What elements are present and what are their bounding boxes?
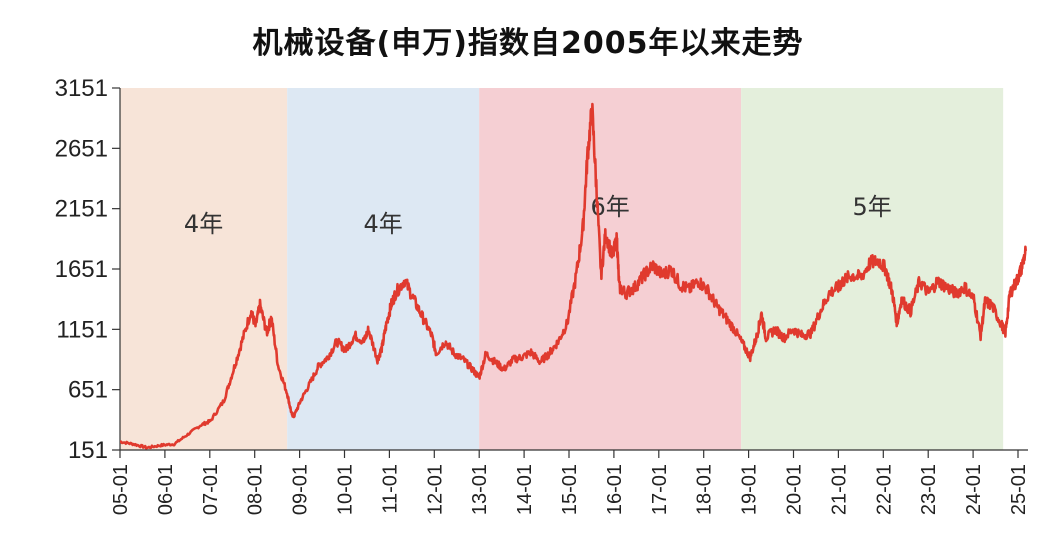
x-tick-label: 07-01 [200,464,222,515]
x-tick-label: 12-01 [424,464,446,515]
y-tick-label: 2651 [55,135,108,162]
period-band [120,88,288,450]
period-band [287,88,480,450]
x-tick-labels: 05-01 06-01 07-01 08-01 09-01 10-01 11-01 12-01… [110,464,1030,515]
x-tick-label: 21-01 [828,464,850,515]
y-tick-label: 3151 [55,75,108,102]
x-tick-label: 09-01 [290,464,312,515]
x-tick-label: 19-01 [739,464,761,515]
period-label: 4年 [363,210,402,238]
x-tick-label: 23-01 [918,464,940,515]
period-label: 4年 [184,210,223,238]
x-tick-label: 25-01 [1008,464,1030,515]
x-tick-label: 17-01 [649,464,671,515]
series-line [119,102,1027,450]
x-tick-label: 06-01 [155,464,177,515]
x-tick-label: 14-01 [514,464,536,515]
x-tick-label: 24-01 [963,464,985,515]
y-tick-label: 151 [68,437,108,464]
chart-title: 机械设备(申万)指数自2005年以来走势 [252,26,804,61]
y-tick-label: 1651 [55,256,108,283]
x-tick-label: 05-01 [110,464,132,515]
x-tick-label: 13-01 [469,464,491,515]
x-tick-label: 10-01 [335,464,357,515]
x-tick-label: 22-01 [873,464,895,515]
period-label: 5年 [853,193,892,221]
period-band [479,88,742,450]
period-bands [120,88,1004,450]
y-tick-label: 651 [68,377,108,404]
axes [112,87,1028,458]
y-tick-label: 2151 [55,196,108,223]
x-tick-label: 11-01 [379,464,401,514]
series-lines [119,102,1027,450]
y-tick-labels: 151 651 1151 1651 2151 2651 3151 [55,75,108,464]
x-tick-label: 16-01 [604,464,626,515]
x-tick-label: 20-01 [784,464,806,515]
period-band [741,88,1004,450]
x-tick-label: 18-01 [694,464,716,515]
x-tick-label: 15-01 [559,464,581,515]
x-tick-label: 08-01 [245,464,267,515]
y-tick-label: 1151 [56,316,108,343]
